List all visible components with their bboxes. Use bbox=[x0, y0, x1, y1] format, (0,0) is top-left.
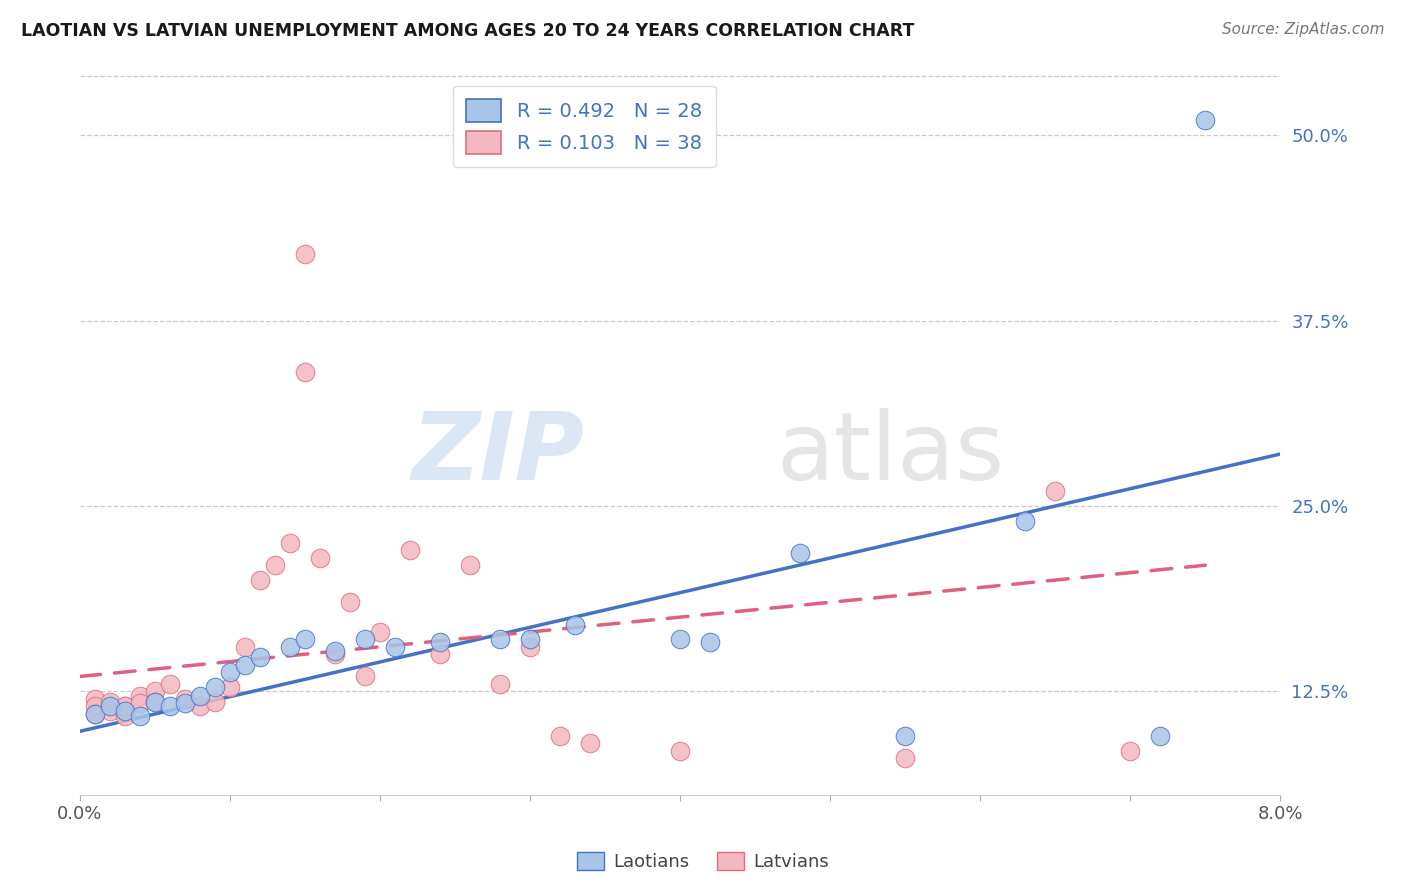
Point bbox=[143, 695, 166, 709]
Point bbox=[354, 669, 377, 683]
Point bbox=[669, 743, 692, 757]
Point bbox=[114, 699, 136, 714]
Point bbox=[579, 736, 602, 750]
Point bbox=[294, 247, 316, 261]
Point bbox=[294, 366, 316, 380]
Legend: Laotians, Latvians: Laotians, Latvians bbox=[571, 845, 835, 879]
Point bbox=[114, 704, 136, 718]
Point bbox=[429, 647, 451, 661]
Point bbox=[1149, 729, 1171, 743]
Text: LAOTIAN VS LATVIAN UNEMPLOYMENT AMONG AGES 20 TO 24 YEARS CORRELATION CHART: LAOTIAN VS LATVIAN UNEMPLOYMENT AMONG AG… bbox=[21, 22, 914, 40]
Point bbox=[233, 657, 256, 672]
Point bbox=[354, 632, 377, 647]
Point bbox=[309, 550, 332, 565]
Point bbox=[429, 635, 451, 649]
Text: Source: ZipAtlas.com: Source: ZipAtlas.com bbox=[1222, 22, 1385, 37]
Point bbox=[699, 635, 721, 649]
Legend: R = 0.492   N = 28, R = 0.103   N = 38: R = 0.492 N = 28, R = 0.103 N = 38 bbox=[453, 86, 716, 168]
Point bbox=[128, 689, 150, 703]
Point bbox=[83, 706, 105, 721]
Point bbox=[114, 709, 136, 723]
Point bbox=[83, 706, 105, 721]
Point bbox=[399, 543, 422, 558]
Point bbox=[489, 632, 512, 647]
Point bbox=[789, 546, 811, 560]
Point bbox=[114, 699, 136, 714]
Point bbox=[188, 699, 211, 714]
Point bbox=[143, 695, 166, 709]
Point bbox=[233, 640, 256, 654]
Point bbox=[159, 699, 181, 714]
Point bbox=[219, 680, 242, 694]
Point bbox=[339, 595, 361, 609]
Point bbox=[204, 680, 226, 694]
Point bbox=[264, 558, 287, 573]
Point bbox=[458, 558, 481, 573]
Point bbox=[519, 640, 541, 654]
Point bbox=[278, 536, 301, 550]
Point bbox=[159, 677, 181, 691]
Point bbox=[519, 632, 541, 647]
Point bbox=[278, 640, 301, 654]
Point bbox=[204, 695, 226, 709]
Point bbox=[548, 729, 571, 743]
Point bbox=[219, 665, 242, 679]
Point bbox=[384, 640, 406, 654]
Point bbox=[143, 684, 166, 698]
Point bbox=[564, 617, 586, 632]
Point bbox=[249, 650, 271, 665]
Point bbox=[1014, 514, 1036, 528]
Point bbox=[1045, 484, 1067, 499]
Point bbox=[174, 691, 197, 706]
Point bbox=[188, 689, 211, 703]
Point bbox=[98, 695, 121, 709]
Point bbox=[323, 647, 346, 661]
Point bbox=[669, 632, 692, 647]
Text: ZIP: ZIP bbox=[411, 408, 583, 500]
Point bbox=[249, 573, 271, 587]
Point bbox=[1194, 113, 1216, 128]
Point bbox=[894, 729, 917, 743]
Point bbox=[128, 696, 150, 710]
Point bbox=[98, 704, 121, 718]
Point bbox=[294, 632, 316, 647]
Point bbox=[98, 699, 121, 714]
Point bbox=[489, 677, 512, 691]
Point bbox=[83, 699, 105, 714]
Point bbox=[323, 644, 346, 658]
Point bbox=[174, 696, 197, 710]
Point bbox=[128, 709, 150, 723]
Point bbox=[1119, 743, 1142, 757]
Text: atlas: atlas bbox=[776, 408, 1004, 500]
Point bbox=[894, 751, 917, 765]
Point bbox=[83, 691, 105, 706]
Point bbox=[368, 624, 391, 639]
